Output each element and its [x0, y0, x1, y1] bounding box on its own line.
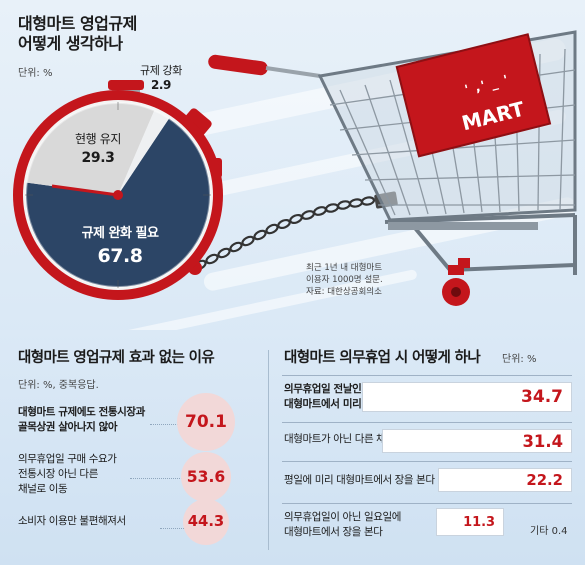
reason-label-2: 의무휴업일 구매 수요가 전통시장 아닌 다른 채널로 이동 — [18, 453, 117, 495]
reason-value-circle-3: 44.3 — [182, 498, 230, 546]
pie-label-relax: 규제 완화 필요 67.8 — [60, 222, 180, 267]
pie-label-relax-value: 67.8 — [97, 245, 143, 267]
pie-slice-relax — [25, 118, 211, 287]
holiday-unit: 단위: % — [502, 354, 537, 365]
cart-wheel-icon — [442, 265, 470, 306]
shopping-cart-illustration — [193, 30, 577, 306]
title-line-1: 대형마트 영업규제 — [18, 14, 137, 33]
panel-divider — [268, 350, 269, 550]
holiday-bar-4: 11.3 — [435, 508, 504, 536]
holiday-other-label: 기타 0.4 — [530, 526, 568, 537]
unit-label: 단위: % — [18, 68, 53, 79]
holiday-label-3: 평일에 미리 대형마트에서 장을 본다 — [284, 474, 435, 486]
stopwatch-hand — [51, 184, 119, 197]
holiday-bar-2: 31.4 — [381, 429, 572, 453]
pie-label-maintain-value: 29.3 — [81, 150, 115, 166]
page-title: 대형마트 영업규제 어떻게 생각하나 — [18, 14, 137, 54]
pie-label-strengthen: 규제 강화 2.9 — [140, 62, 182, 92]
reason-label-1: 대형마트 규제에도 전통시장과 골목상권 살아나지 않아 — [18, 406, 145, 433]
pie-slice-maintain — [26, 103, 155, 195]
title-line-2: 어떻게 생각하나 — [18, 34, 123, 53]
pie-label-strengthen-value: 2.9 — [150, 78, 172, 92]
source-line-2: 이용자 1000명 설문. — [306, 275, 383, 285]
reason-label-3: 소비자 이용만 불편해져서 — [18, 515, 126, 527]
reason-value-circle-2: 53.6 — [180, 451, 232, 503]
source-line-3: 자료: 대한상공회의소 — [306, 287, 382, 297]
source-line-1: 최근 1년 내 대형마트 — [306, 263, 383, 273]
holiday-title: 대형마트 의무휴업 시 어떻게 하나 — [284, 350, 481, 366]
reasons-unit: 단위: %, 중복응답. — [18, 380, 99, 391]
holiday-label-4: 의무휴업일이 아닌 일요일에 대형마트에서 장을 본다 — [284, 511, 401, 538]
pie-label-maintain-name: 현행 유지 — [75, 132, 121, 146]
pie-slice-strengthen — [118, 110, 170, 195]
holiday-bar-1: 34.7 — [362, 382, 572, 412]
chain-icon — [193, 196, 376, 271]
pie-label-strengthen-name: 규제 강화 — [140, 64, 182, 77]
pie-slices — [25, 103, 211, 287]
holiday-bar-3: 22.2 — [437, 468, 572, 492]
pie-label-maintain: 현행 유지 29.3 — [58, 130, 138, 166]
reasons-title: 대형마트 영업규제 효과 없는 이유 — [18, 350, 215, 366]
pie-label-relax-name: 규제 완화 필요 — [81, 226, 159, 241]
stopwatch-pie-chart — [13, 80, 223, 300]
source-note: 최근 1년 내 대형마트 이용자 1000명 설문. 자료: 대한상공회의소 — [306, 262, 383, 298]
reason-value-circle-1: 70.1 — [177, 393, 235, 451]
